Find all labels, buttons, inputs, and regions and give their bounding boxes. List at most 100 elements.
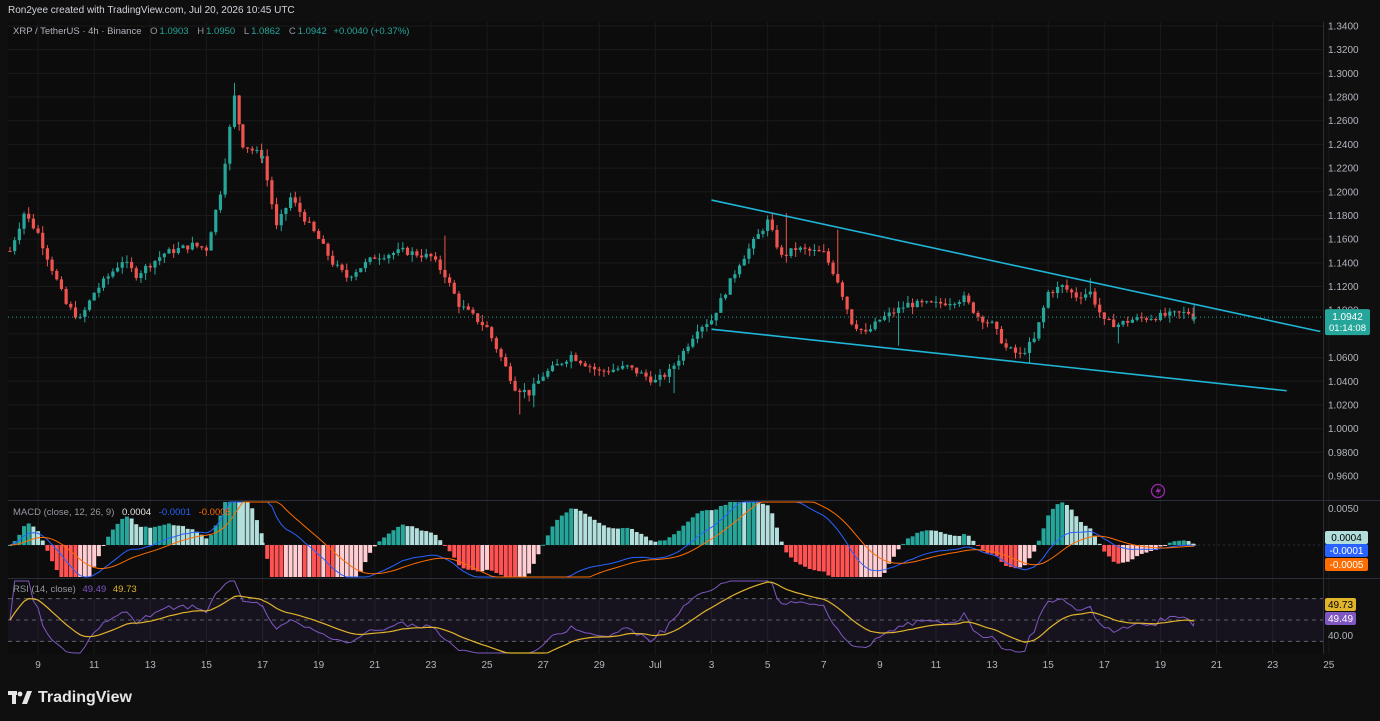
macd-histogram-bar [245, 502, 250, 545]
macd-histogram-bar [527, 545, 532, 574]
time-tick-label: 25 [481, 660, 493, 671]
candle-body [298, 202, 302, 212]
macd-histogram-bar [209, 534, 214, 545]
candle-body [887, 312, 891, 317]
time-tick-label: 19 [313, 660, 325, 671]
macd-histogram-bar [240, 502, 245, 545]
macd-histogram-bar [428, 532, 433, 545]
candle-body [270, 180, 274, 205]
macd-histogram-bar [1167, 542, 1172, 545]
candle-body [1168, 311, 1172, 316]
candle-body [780, 247, 784, 255]
macd-histogram-bar [1181, 540, 1186, 545]
macd-title[interactable]: MACD (close, 12, 26, 9) [13, 507, 115, 518]
macd-histogram-bar [101, 545, 106, 546]
macd-histogram-bar [148, 527, 153, 545]
macd-legend[interactable]: MACD (close, 12, 26, 9) 0.0004 -0.0001 -… [13, 507, 231, 518]
candle-body [391, 253, 396, 256]
candle-body [190, 242, 194, 250]
candle-body [410, 251, 414, 255]
macd-line-tag-value: -0.0001 [1330, 546, 1364, 557]
candle-body [1004, 343, 1008, 348]
macd-histogram-bar [1092, 535, 1097, 545]
macd-histogram-bar [68, 545, 73, 577]
macd-histogram-bar [620, 528, 625, 545]
macd-histogram-bar [442, 545, 447, 547]
macd-signal-tag [1325, 558, 1368, 571]
macd-histogram-bar [774, 527, 779, 545]
macd-line [9, 501, 1195, 578]
candle-body [36, 228, 40, 233]
macd-histogram-bar [354, 545, 359, 577]
candle-body [260, 156, 265, 159]
price-tick-label: 1.0000 [1328, 424, 1359, 435]
candle-body [667, 368, 672, 377]
macd-histogram-bar [1107, 545, 1112, 557]
candle-body [700, 326, 704, 332]
candle-body [307, 221, 311, 223]
candle-body [784, 254, 788, 256]
candle-body [172, 249, 176, 254]
candle-body [1009, 347, 1013, 349]
macd-histogram-bar [410, 526, 415, 545]
macd-histogram-bar [115, 523, 120, 545]
macd-histogram-bar [129, 518, 134, 545]
candle-body [723, 294, 728, 299]
price-tick-label: 1.2400 [1328, 140, 1359, 151]
macd-histogram-bar [919, 531, 924, 545]
macd-histogram-bar [601, 525, 606, 545]
macd-histogram-bar [124, 516, 129, 545]
candle-body [1074, 292, 1078, 298]
candle-body [499, 349, 503, 358]
candle-body [377, 258, 382, 260]
macd-histogram-bar [1008, 545, 1013, 568]
candle-body [480, 321, 484, 326]
tradingview-logo[interactable]: TradingView [8, 687, 132, 709]
candle-body [120, 262, 124, 268]
alert-lightning-icon[interactable] [1150, 483, 1166, 499]
close-label: C [288, 26, 296, 37]
candle-body [22, 213, 26, 229]
candle-body [204, 247, 209, 251]
macd-histogram-bar [162, 524, 167, 545]
candle-body [349, 276, 353, 278]
rsi-title[interactable]: RSI (14, close) [13, 584, 76, 595]
price-tick-label: 1.0200 [1328, 400, 1359, 411]
macd-histogram-bar [1018, 545, 1023, 568]
macd-histogram-bar [213, 525, 218, 545]
macd-histogram-bar [905, 538, 910, 545]
macd-histogram-bar [849, 545, 854, 577]
time-tick-label: 13 [987, 660, 999, 671]
rsi-legend[interactable]: RSI (14, close) 49.49 49.73 [13, 584, 137, 595]
macd-histogram-bar [1013, 545, 1018, 569]
macd-histogram-bar [587, 516, 592, 545]
candle-body [139, 273, 143, 279]
price-tick-label: 1.1200 [1328, 282, 1359, 293]
macd-histogram-bar [667, 537, 672, 545]
candle-body [761, 230, 765, 235]
macd-histogram-bar [1130, 545, 1135, 560]
candle-body [1121, 321, 1125, 325]
candle-body [639, 372, 643, 374]
macd-histogram-bar [658, 540, 663, 545]
candle-body [925, 301, 929, 303]
price-tick-label: 1.3200 [1328, 45, 1359, 56]
macd-histogram-bar [648, 540, 653, 545]
trendline-annotations [711, 199, 1321, 392]
macd-histogram-bar [470, 545, 475, 571]
candle-body [1046, 291, 1050, 308]
candle-body [429, 253, 433, 257]
macd-hist-tag [1325, 531, 1368, 544]
symbol-name[interactable]: XRP / TetherUS · 4h · Binance [13, 26, 142, 37]
candle-body [747, 248, 751, 259]
candle-body [101, 278, 106, 288]
candle-body [564, 361, 569, 364]
candle-body [929, 301, 933, 303]
candle-body [1144, 318, 1149, 320]
tradingview-logo-text: TradingView [38, 689, 132, 706]
candle-body [50, 259, 54, 271]
candle-body [153, 260, 157, 268]
macd-histogram-bar [653, 541, 658, 545]
time-tick-label: 9 [877, 660, 883, 671]
